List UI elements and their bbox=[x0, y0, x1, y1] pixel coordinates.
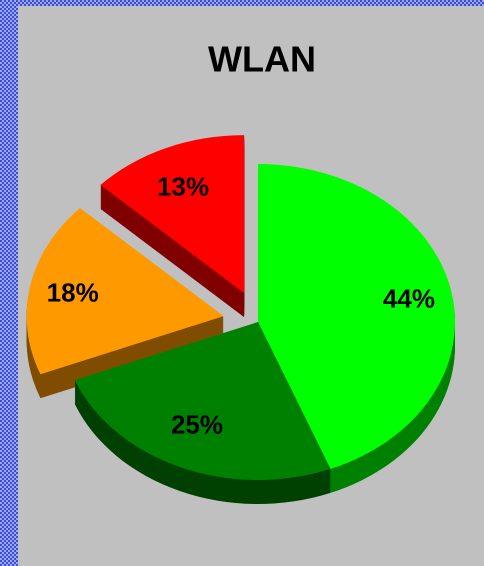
pie-slice bbox=[100, 135, 245, 294]
pie-slice bbox=[258, 164, 456, 469]
data-label: 18% bbox=[47, 278, 99, 308]
pie-slice bbox=[74, 322, 331, 480]
data-label: 13% bbox=[157, 172, 209, 202]
pie-slice bbox=[26, 207, 224, 375]
data-label: 25% bbox=[171, 409, 223, 439]
chart-title: WLAN bbox=[208, 39, 316, 80]
data-label: 44% bbox=[383, 284, 435, 314]
